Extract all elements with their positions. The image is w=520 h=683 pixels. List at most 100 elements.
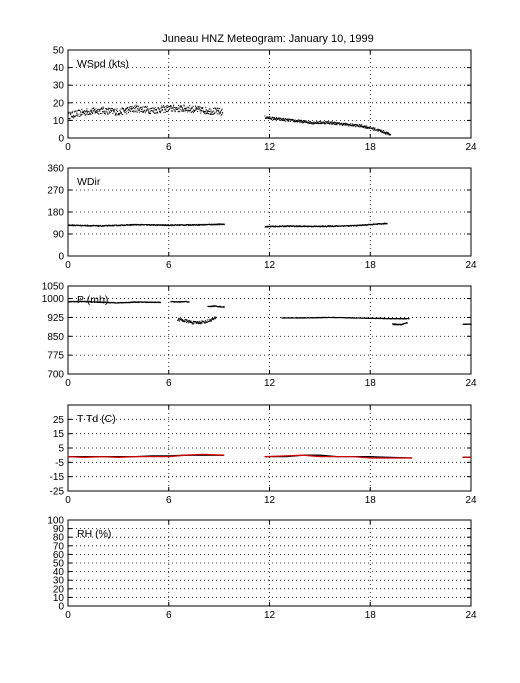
data-point — [122, 107, 123, 109]
data-point — [129, 107, 131, 109]
data-point — [157, 112, 159, 114]
data-point — [192, 110, 194, 112]
data-point — [206, 112, 208, 114]
data-point — [382, 132, 384, 134]
data-point — [369, 127, 371, 129]
data-point — [137, 105, 139, 107]
data-point — [144, 106, 145, 108]
data-point — [194, 110, 196, 112]
data-point — [291, 225, 293, 227]
data-point — [90, 110, 92, 112]
data-point — [198, 224, 200, 226]
data-point — [141, 109, 143, 111]
data-point — [186, 109, 188, 111]
data-point — [102, 112, 104, 114]
data-point — [119, 302, 121, 304]
data-point — [318, 121, 320, 123]
data-point — [184, 107, 186, 109]
data-point — [171, 224, 173, 226]
data-point — [182, 321, 184, 323]
data-point — [329, 226, 331, 228]
data-point — [182, 320, 183, 322]
series-line-3 — [264, 454, 413, 459]
data-point — [406, 322, 408, 324]
data-point — [388, 134, 390, 136]
data-point — [203, 111, 205, 113]
data-point — [318, 123, 320, 124]
y-tick-label: 90 — [53, 230, 65, 241]
data-point — [154, 107, 156, 109]
data-point — [199, 323, 201, 325]
data-point — [366, 127, 368, 129]
data-point — [213, 306, 215, 307]
data-point — [386, 133, 388, 135]
data-point — [73, 116, 75, 118]
data-point — [299, 119, 300, 121]
data-point — [91, 111, 93, 113]
data-point — [112, 108, 113, 110]
data-point — [100, 113, 102, 115]
data-point — [200, 110, 202, 111]
data-point — [298, 120, 300, 122]
data-point — [136, 105, 138, 107]
data-point — [317, 122, 319, 124]
data-point — [193, 320, 194, 322]
data-point — [286, 118, 288, 120]
data-point — [207, 112, 209, 114]
y-tick-label: 1050 — [42, 282, 65, 293]
data-point — [386, 133, 388, 135]
x-tick-label: 24 — [465, 495, 477, 506]
data-point — [121, 224, 123, 226]
data-point — [179, 105, 181, 107]
data-point — [76, 112, 78, 114]
data-point — [93, 107, 95, 109]
data-point — [68, 224, 70, 226]
data-point — [79, 110, 81, 111]
data-point — [123, 108, 124, 109]
data-point — [372, 128, 374, 130]
data-point — [184, 110, 186, 112]
data-point — [110, 108, 112, 110]
data-point — [137, 105, 139, 107]
data-point — [123, 111, 125, 113]
data-segment-2 — [207, 305, 225, 308]
data-point — [86, 108, 88, 110]
data-point — [138, 301, 140, 303]
data-point — [152, 224, 154, 226]
data-point — [212, 111, 214, 113]
data-point — [185, 110, 187, 112]
data-point — [290, 119, 292, 121]
data-point — [131, 301, 133, 303]
data-point — [280, 118, 282, 120]
data-point — [123, 225, 125, 227]
data-point — [359, 224, 361, 226]
data-point — [154, 302, 155, 304]
data-point — [379, 223, 381, 225]
data-point — [178, 318, 180, 320]
data-point — [136, 111, 138, 113]
data-point — [304, 121, 306, 123]
data-point — [104, 111, 106, 113]
data-point — [117, 111, 119, 113]
data-point — [98, 224, 100, 226]
y-tick-label: 50 — [53, 559, 65, 570]
data-point — [217, 223, 219, 225]
data-point — [148, 108, 150, 110]
data-point — [301, 119, 303, 121]
data-point — [335, 225, 337, 227]
data-point — [72, 225, 74, 227]
data-point — [179, 301, 181, 303]
data-point — [349, 124, 351, 126]
data-point — [79, 224, 81, 226]
data-point — [159, 224, 161, 226]
data-point — [143, 111, 145, 113]
data-point — [191, 108, 192, 110]
x-tick-label: 12 — [264, 495, 276, 506]
data-point — [277, 118, 279, 120]
data-point — [135, 104, 137, 106]
data-point — [174, 111, 176, 113]
data-point — [395, 324, 397, 326]
data-point — [331, 226, 333, 227]
data-point — [287, 120, 289, 122]
data-point — [211, 113, 213, 115]
